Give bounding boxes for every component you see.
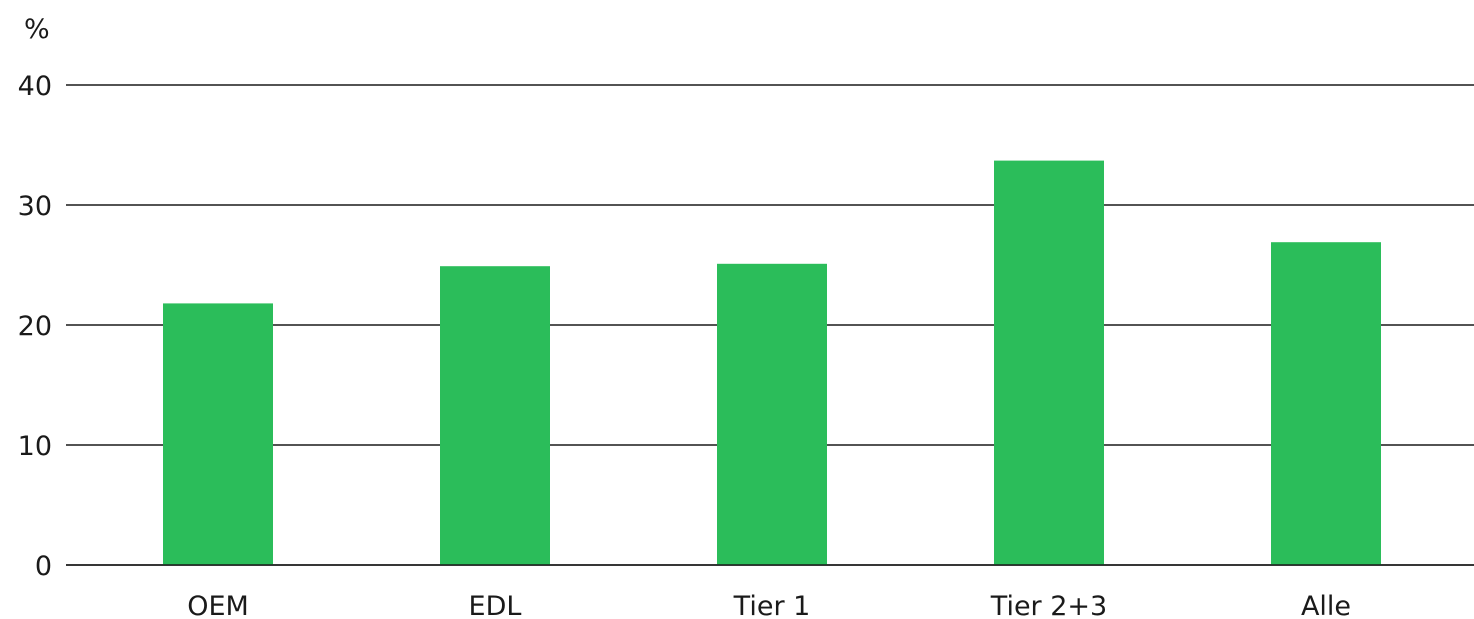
y-tick-label: 10: [18, 431, 52, 462]
x-category-label: OEM: [187, 591, 249, 619]
x-category-label: Tier 1: [733, 591, 811, 619]
bar-oem: [163, 303, 273, 565]
bar-alle: [1271, 242, 1381, 565]
y-tick-label: 20: [18, 311, 52, 342]
bar-edl: [440, 266, 550, 565]
y-tick-label: 40: [18, 71, 52, 102]
y-tick-label: 0: [35, 551, 52, 582]
x-category-label: EDL: [469, 591, 522, 619]
bar-tier-2-3: [994, 160, 1104, 565]
x-category-label: Alle: [1301, 591, 1351, 619]
bars: [66, 160, 1474, 566]
x-axis-labels: OEM EDL Tier 1 Tier 2+3 Alle: [187, 591, 1351, 619]
y-axis-ticks: 0 10 20 30 40: [18, 71, 52, 582]
y-axis-unit-label: %: [24, 14, 50, 45]
bar-tier-1: [717, 263, 827, 565]
y-tick-label: 30: [18, 191, 52, 222]
x-category-label: Tier 2+3: [990, 591, 1107, 619]
